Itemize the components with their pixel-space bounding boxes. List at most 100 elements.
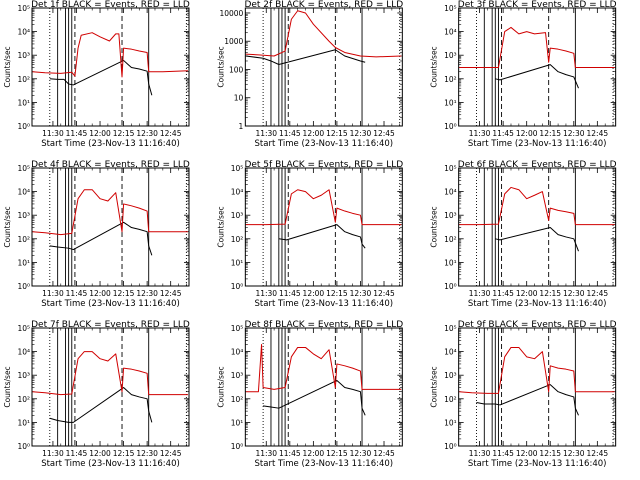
x-tick-label: 12:15 xyxy=(326,129,348,138)
series-lld-line xyxy=(245,10,402,58)
y-tick-label: 10⁴ xyxy=(17,188,30,197)
y-tick-label: 10² xyxy=(444,395,457,404)
plot-data xyxy=(32,8,188,126)
x-axis-label: Start Time (23-Nov-13 11:16:40) xyxy=(41,299,180,309)
x-tick-label: 11:45 xyxy=(492,289,514,298)
y-tick-label: 10⁰ xyxy=(17,442,30,451)
x-axis-label: Start Time (23-Nov-13 11:16:40) xyxy=(41,459,180,469)
y-tick-label: 10 xyxy=(234,94,244,103)
y-tick-label: 10³ xyxy=(444,51,457,60)
y-tick-label: 10⁴ xyxy=(231,348,244,357)
x-tick-label: 12:00 xyxy=(516,129,538,138)
y-axis-label: Counts/sec xyxy=(3,206,12,247)
x-tick-label: 12:00 xyxy=(89,449,111,458)
plot-frame xyxy=(31,327,190,447)
y-tick-label: 10⁴ xyxy=(444,188,457,197)
x-tick-label: 12:45 xyxy=(373,289,395,298)
x-tick-label: 11:45 xyxy=(279,129,301,138)
x-tick-label: 11:30 xyxy=(42,129,64,138)
y-tick-label: 10⁴ xyxy=(444,28,457,37)
plot-frame xyxy=(458,7,617,127)
x-axis-label: Start Time (23-Nov-13 11:16:40) xyxy=(255,299,394,309)
x-tick-label: 12:00 xyxy=(303,289,325,298)
x-tick-label: 11:45 xyxy=(279,289,301,298)
x-axis-label: Start Time (23-Nov-13 11:16:40) xyxy=(255,459,394,469)
y-tick-label: 10² xyxy=(231,235,244,244)
panel-5: Det 5f BLACK = Events, RED = LLD 10⁰ 10¹ 10… xyxy=(216,160,403,309)
x-tick-label: 11:30 xyxy=(255,129,277,138)
y-tick-label: 10¹ xyxy=(17,258,30,267)
x-tick-label: 11:45 xyxy=(492,449,514,458)
y-tick-label: 10⁵ xyxy=(231,324,244,333)
panel-6: Det 6f BLACK = Events, RED = LLD 10⁰ 10¹ 10… xyxy=(430,160,617,309)
plot-frame xyxy=(31,167,190,287)
plot-frame xyxy=(244,7,403,127)
plot-data xyxy=(32,328,188,446)
y-tick-label: 10⁰ xyxy=(17,122,30,131)
panel-1: Det 1f BLACK = Events, RED = LLD 10⁰ 10¹ 10… xyxy=(3,0,190,149)
series-events-line xyxy=(49,387,153,423)
panel-title: Det 4f BLACK = Events, RED = LLD xyxy=(31,160,190,170)
y-axis-label: Counts/sec xyxy=(3,366,12,407)
y-tick-label: 10² xyxy=(17,235,30,244)
x-tick-label: 11:45 xyxy=(66,129,88,138)
x-tick-label: 11:30 xyxy=(42,289,64,298)
y-tick-label: 1000 xyxy=(224,37,243,46)
x-tick-label: 11:30 xyxy=(469,449,491,458)
plot-data xyxy=(459,168,615,286)
series-events-line xyxy=(49,221,153,256)
x-tick-label: 12:00 xyxy=(516,449,538,458)
x-tick-label: 12:00 xyxy=(89,289,111,298)
panel-title: Det 8f BLACK = Events, RED = LLD xyxy=(244,320,403,330)
y-tick-label: 10⁴ xyxy=(17,28,30,37)
y-tick-label: 10¹ xyxy=(231,418,244,427)
y-tick-label: 10⁰ xyxy=(444,442,457,451)
x-tick-label: 12:15 xyxy=(113,449,135,458)
panel-title: Det 2f BLACK = Events, RED = LLD xyxy=(244,0,403,10)
x-tick-label: 12:30 xyxy=(350,449,372,458)
series-lld-line xyxy=(459,26,615,69)
x-tick-label: 12:30 xyxy=(136,289,158,298)
y-tick-label: 10⁵ xyxy=(444,324,457,333)
y-axis-label: Counts/sec xyxy=(3,46,12,87)
plot-data xyxy=(245,328,402,446)
y-tick-label: 10⁵ xyxy=(231,164,244,173)
panel-title: Det 9f BLACK = Events, RED = LLD xyxy=(458,320,617,330)
y-tick-label: 10³ xyxy=(17,211,30,220)
x-tick-label: 12:00 xyxy=(303,449,325,458)
y-tick-label: 10⁴ xyxy=(444,348,457,357)
y-tick-label: 10² xyxy=(444,235,457,244)
series-lld-line xyxy=(245,344,402,393)
series-lld-line xyxy=(459,346,615,394)
x-tick-label: 12:45 xyxy=(587,129,609,138)
x-tick-label: 12:00 xyxy=(303,129,325,138)
panel-title: Det 7f BLACK = Events, RED = LLD xyxy=(31,320,190,330)
y-tick-label: 10² xyxy=(231,395,244,404)
series-events-line xyxy=(49,59,153,96)
x-tick-label: 12:45 xyxy=(160,129,182,138)
y-tick-label: 10³ xyxy=(444,371,457,380)
plot-data xyxy=(459,8,615,126)
series-events-line xyxy=(263,379,366,416)
x-tick-label: 12:30 xyxy=(563,289,585,298)
panel-title: Det 3f BLACK = Events, RED = LLD xyxy=(458,0,617,10)
y-tick-label: 10⁰ xyxy=(231,282,244,291)
x-tick-label: 12:15 xyxy=(113,289,135,298)
x-tick-label: 12:00 xyxy=(89,129,111,138)
x-tick-label: 12:15 xyxy=(326,289,348,298)
y-tick-label: 10³ xyxy=(17,371,30,380)
x-tick-label: 12:45 xyxy=(160,289,182,298)
y-axis-label: Counts/sec xyxy=(430,366,439,407)
x-tick-label: 12:15 xyxy=(539,289,561,298)
plot-frame xyxy=(458,167,617,287)
x-tick-label: 12:15 xyxy=(326,449,348,458)
x-tick-label: 11:30 xyxy=(255,289,277,298)
series-events-line xyxy=(495,227,579,252)
x-tick-label: 12:00 xyxy=(516,289,538,298)
x-tick-label: 11:30 xyxy=(469,289,491,298)
y-axis-label: Counts/sec xyxy=(216,366,225,407)
x-tick-label: 12:30 xyxy=(350,129,372,138)
y-tick-label: 10¹ xyxy=(17,98,30,107)
x-tick-label: 12:15 xyxy=(113,129,135,138)
